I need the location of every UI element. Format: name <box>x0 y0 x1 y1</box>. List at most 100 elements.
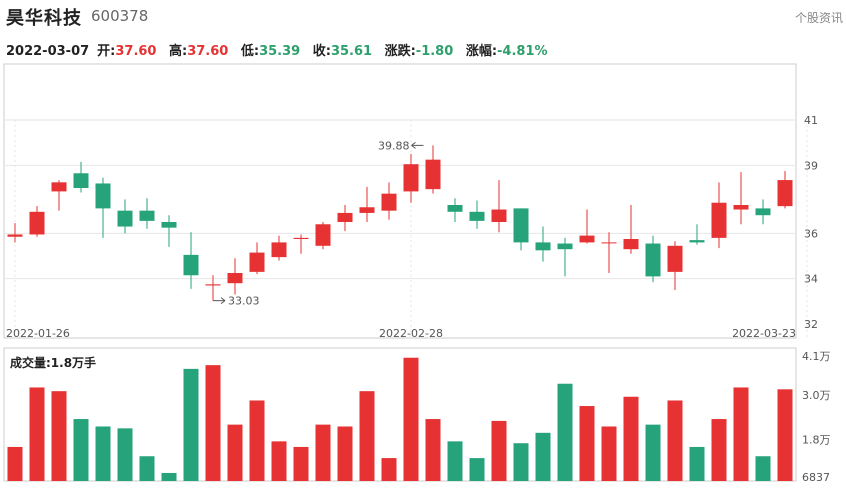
candle-body <box>29 211 45 235</box>
candle <box>469 200 485 229</box>
volume-bar <box>447 441 463 481</box>
candle-body <box>293 237 309 239</box>
candle <box>733 172 749 225</box>
candle <box>601 232 617 273</box>
extreme-annotations: 39.88 33.03 <box>213 139 424 308</box>
stock-code: 600378 <box>91 7 149 25</box>
candle-body <box>667 245 683 272</box>
candle <box>535 226 551 262</box>
candle <box>315 222 331 250</box>
volume-tick-label: 3.0万 <box>802 389 831 402</box>
candle-body <box>601 242 617 244</box>
pct-value: -4.81% <box>497 44 548 59</box>
candle-body <box>381 193 397 211</box>
candle-body <box>469 211 485 221</box>
volume-bar <box>293 446 309 481</box>
candle <box>381 182 397 220</box>
stock-info-link[interactable]: 个股资讯 <box>794 11 843 25</box>
date-axis: 2022-01-26 2022-02-28 2022-03-23 <box>6 327 796 340</box>
candle-body <box>139 210 155 221</box>
candle <box>447 198 463 222</box>
volume-bar <box>777 389 793 481</box>
price-axis: 32 34 36 39 41 <box>804 114 818 331</box>
price-tick-label: 39 <box>804 159 818 172</box>
ohlc-date: 2022-03-07 <box>6 44 90 59</box>
volume-bar <box>425 419 441 481</box>
min-arrowhead <box>220 297 226 305</box>
candle-body <box>535 242 551 251</box>
low-label: 低: <box>240 44 260 59</box>
candle-body <box>73 173 89 188</box>
candle-body <box>249 252 265 272</box>
volume-bar <box>689 446 705 481</box>
candle <box>227 258 243 295</box>
volume-bar <box>579 406 595 481</box>
candle-body <box>271 242 287 258</box>
candle <box>513 208 529 251</box>
candle-body <box>733 205 749 210</box>
candle-body <box>557 243 573 250</box>
volume-bar <box>403 357 419 481</box>
volume-bar <box>117 428 133 481</box>
volume-bar <box>227 424 243 481</box>
candle <box>337 205 353 232</box>
max-arrowhead <box>411 141 416 149</box>
candle <box>425 145 441 194</box>
price-tick-label: 32 <box>804 318 818 331</box>
candle <box>29 206 45 237</box>
volume-bar <box>491 420 507 481</box>
candle <box>139 198 155 229</box>
candle-body <box>777 180 793 207</box>
chart-frame <box>3 63 797 482</box>
candle <box>711 182 727 249</box>
candle <box>271 235 287 261</box>
candle-body <box>359 207 375 213</box>
high-value: 37.60 <box>187 44 229 59</box>
volume-title: 成交量:1.8万手 <box>10 355 96 370</box>
volume-bar <box>381 458 397 481</box>
candle-body <box>51 182 67 192</box>
candle-body <box>623 239 639 250</box>
volume-bar <box>601 426 617 481</box>
candle-body <box>689 240 705 243</box>
stock-name: 昊华科技 <box>6 8 82 29</box>
candle <box>117 199 133 234</box>
price-tick-label: 34 <box>804 273 818 286</box>
candle <box>95 177 111 238</box>
candle <box>623 205 639 254</box>
close-label: 收: <box>312 44 331 59</box>
volume-bar <box>623 396 639 481</box>
candlestick-grid <box>4 119 808 338</box>
volume-bar <box>645 424 661 481</box>
date-tick-label: 2022-03-23 <box>732 327 796 340</box>
volume-bar <box>95 426 111 481</box>
candle-body <box>205 284 221 286</box>
volume-bar <box>73 419 89 481</box>
candle <box>293 234 309 254</box>
candle <box>161 215 177 247</box>
volume-bar <box>139 456 155 481</box>
change-label: 涨跌: <box>384 44 416 59</box>
candle-body <box>161 222 177 228</box>
candle-body <box>711 202 727 238</box>
volume-bar <box>161 472 177 481</box>
candle <box>73 161 89 193</box>
candle <box>51 180 67 211</box>
candlestick-series <box>7 145 793 301</box>
volume-bar <box>513 443 529 481</box>
volume-bar <box>711 419 727 481</box>
volume-bar <box>205 365 221 481</box>
candle <box>7 223 23 243</box>
volume-bar <box>557 383 573 481</box>
candle <box>205 275 221 301</box>
candle <box>249 242 265 275</box>
volume-axis: 4.1万 3.0万 1.8万 6837 <box>802 350 831 484</box>
candle <box>359 186 375 222</box>
candle-body <box>7 234 23 237</box>
candle <box>579 209 595 244</box>
max-price-label: 39.88 <box>378 139 410 152</box>
volume-bar <box>469 458 485 481</box>
candle <box>755 199 771 225</box>
pct-label: 涨幅: <box>465 44 498 59</box>
